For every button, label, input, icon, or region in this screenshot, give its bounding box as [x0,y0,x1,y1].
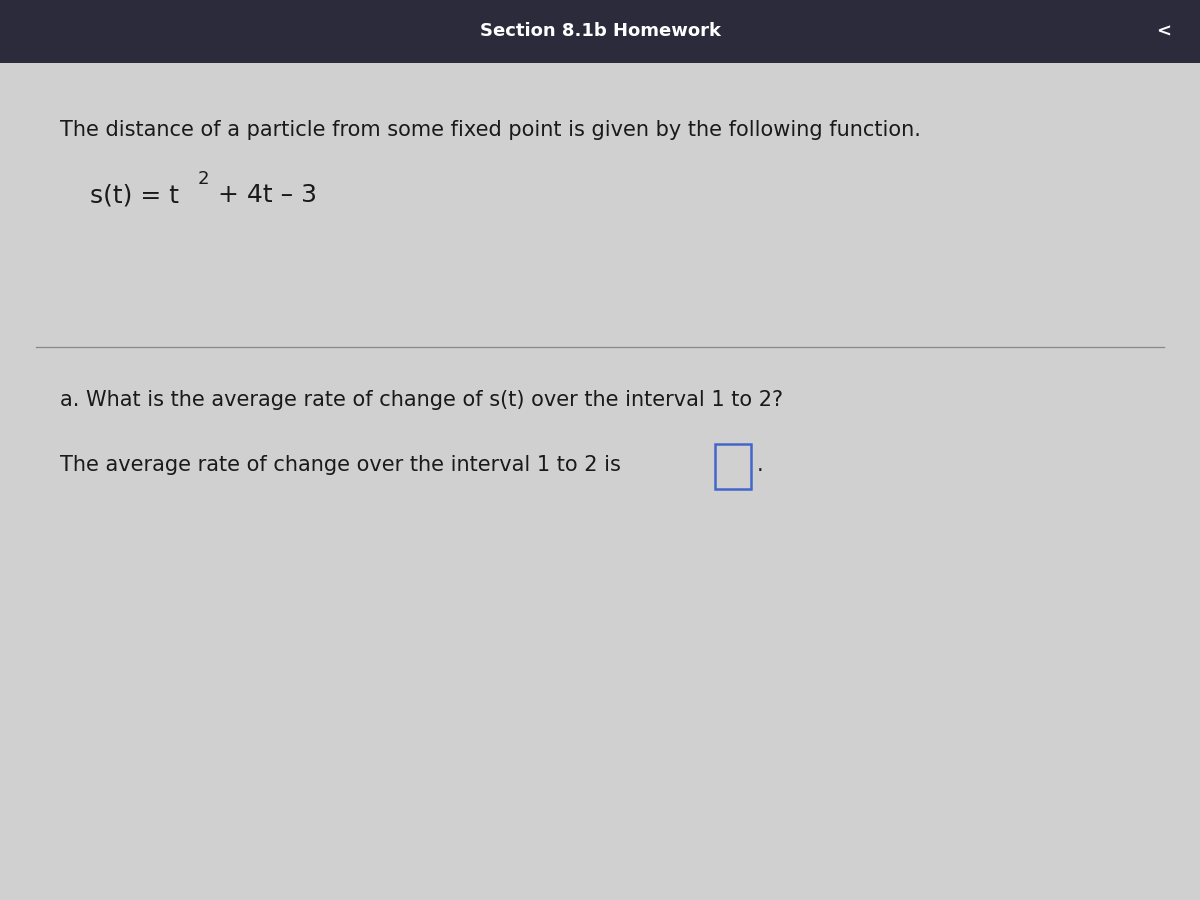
Text: s(t) = t: s(t) = t [90,184,179,208]
FancyBboxPatch shape [0,63,1200,900]
Text: a. What is the average rate of change of s(t) over the interval 1 to 2?: a. What is the average rate of change of… [60,391,784,410]
Text: + 4t – 3: + 4t – 3 [210,184,317,208]
FancyBboxPatch shape [715,444,751,489]
Text: The average rate of change over the interval 1 to 2 is: The average rate of change over the inte… [60,455,620,475]
Text: The distance of a particle from some fixed point is given by the following funct: The distance of a particle from some fix… [60,121,920,140]
Text: .: . [757,455,764,475]
Text: <: < [1157,22,1171,40]
Text: Section 8.1b Homework: Section 8.1b Homework [480,22,720,40]
FancyBboxPatch shape [0,0,1200,63]
Text: 2: 2 [198,170,210,188]
